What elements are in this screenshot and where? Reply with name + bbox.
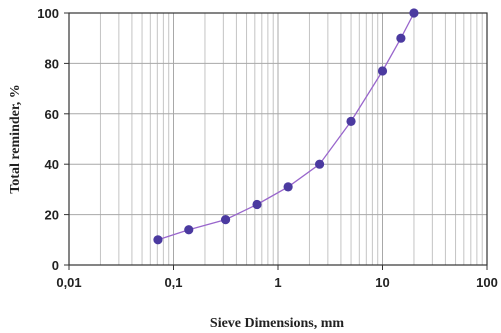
grid [68, 12, 487, 266]
data-point [314, 159, 325, 169]
x-tick-label: 10 [375, 275, 389, 290]
data-point [283, 182, 293, 192]
y-tick-label: 20 [45, 208, 59, 223]
x-axis-title: Sieve Dimensions, mm [210, 316, 345, 331]
data-points [153, 8, 419, 245]
y-tick-label: 0 [52, 258, 59, 273]
y-tick-label: 60 [45, 107, 59, 122]
data-point [396, 33, 406, 43]
x-tick-label: 100 [476, 275, 498, 290]
y-tick-label: 100 [37, 6, 59, 21]
data-point [252, 199, 262, 210]
data-point [220, 215, 231, 225]
y-axis-title: Total reminder, % [8, 84, 23, 194]
y-tick-label: 40 [45, 157, 59, 172]
data-point [377, 66, 388, 76]
data-point [346, 116, 356, 126]
data-point [409, 8, 419, 18]
x-tick-labels: 0,01 0,1 1 10 100 [56, 275, 498, 290]
data-point [153, 235, 163, 245]
x-tick-label: 0,01 [56, 275, 81, 290]
y-tick-label: 80 [45, 56, 59, 71]
x-tick-label: 0,1 [164, 275, 182, 290]
data-point [184, 225, 194, 235]
plot-frame [64, 12, 488, 270]
x-tick-label: 1 [274, 275, 281, 290]
y-tick-labels: 0 20 40 60 80 100 [37, 6, 59, 273]
series-line [157, 12, 415, 241]
